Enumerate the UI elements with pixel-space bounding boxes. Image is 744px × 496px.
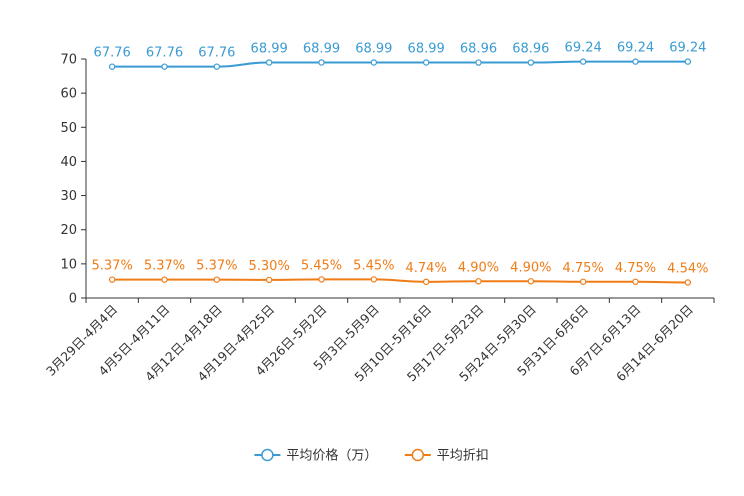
data-label: 68.99 — [303, 41, 340, 56]
data-label: 5.37% — [144, 259, 185, 274]
legend-circle-icon — [411, 448, 425, 462]
legend[interactable]: 平均价格（万） 平均折扣 — [254, 448, 489, 464]
legend-label: 平均价格（万） — [286, 448, 377, 464]
y-tick-label: 30 — [60, 189, 77, 204]
data-point[interactable] — [527, 59, 535, 66]
data-label: 5.37% — [92, 259, 133, 274]
data-label: 5.30% — [249, 259, 290, 274]
data-label: 69.24 — [669, 41, 706, 56]
series-line — [112, 278, 688, 284]
data-point[interactable] — [265, 276, 273, 284]
data-point[interactable] — [475, 59, 482, 66]
legend-label: 平均折扣 — [437, 449, 489, 464]
legend-item-avg-price[interactable]: 平均价格（万） — [254, 448, 377, 464]
data-label: 67.76 — [146, 46, 183, 61]
data-label: 69.24 — [565, 41, 602, 56]
series-layer: 67.76 67.76 67.76 68.99 68.99 68.99 68.99 68.96… — [92, 41, 708, 286]
legend-circle-icon — [261, 448, 274, 462]
data-point[interactable] — [213, 276, 221, 283]
data-label: 67.76 — [198, 46, 235, 61]
y-tick-label: 70 — [60, 53, 77, 68]
series-avg-discount: 5.37% 5.37% 5.37% 5.30% 5.45% 5.45% 4.74% 4.90%… — [92, 258, 708, 286]
data-label: 69.24 — [617, 41, 654, 56]
data-point[interactable] — [422, 278, 430, 286]
data-label: 5.37% — [196, 259, 237, 274]
data-point[interactable] — [370, 276, 378, 283]
data-label: 5.45% — [301, 258, 342, 273]
data-point[interactable] — [684, 58, 692, 65]
data-label: 68.99 — [251, 41, 288, 56]
data-point[interactable] — [475, 278, 482, 285]
data-point[interactable] — [265, 59, 273, 66]
data-point[interactable] — [579, 278, 587, 285]
data-point[interactable] — [108, 276, 116, 283]
data-point[interactable] — [108, 63, 116, 70]
data-label: 68.99 — [355, 41, 392, 56]
data-point[interactable] — [527, 278, 535, 285]
data-point[interactable] — [318, 276, 325, 283]
y-tick-label: 50 — [60, 121, 77, 136]
data-point[interactable] — [370, 59, 378, 66]
data-point[interactable] — [318, 59, 325, 66]
data-label: 68.96 — [512, 42, 549, 57]
data-point[interactable] — [632, 278, 639, 285]
data-label: 4.90% — [510, 260, 551, 275]
axes: 0102030405060703月29日-4月4日4月5日-4月11日4月12日… — [43, 53, 715, 384]
y-tick-label: 20 — [60, 223, 77, 238]
data-label: 4.75% — [615, 261, 656, 276]
data-point[interactable] — [632, 58, 639, 65]
data-label: 4.74% — [406, 261, 447, 276]
y-tick-label: 0 — [69, 292, 77, 307]
y-tick-label: 40 — [60, 155, 77, 170]
data-label: 68.96 — [460, 42, 497, 57]
data-label: 67.76 — [94, 46, 131, 61]
data-point[interactable] — [213, 63, 221, 70]
data-point[interactable] — [579, 58, 587, 65]
data-label: 4.75% — [563, 261, 604, 276]
series-line — [112, 60, 688, 68]
data-point[interactable] — [161, 276, 168, 283]
data-point[interactable] — [161, 63, 168, 70]
data-label: 5.45% — [353, 258, 394, 273]
data-point[interactable] — [422, 59, 430, 66]
y-tick-label: 60 — [60, 87, 77, 102]
data-label: 4.90% — [458, 260, 499, 275]
data-point[interactable] — [684, 279, 692, 286]
y-tick-label: 10 — [60, 257, 77, 272]
data-label: 68.99 — [408, 41, 445, 56]
data-label: 4.54% — [667, 261, 708, 276]
legend-item-avg-discount[interactable]: 平均折扣 — [404, 448, 489, 464]
series-avg-price: 67.76 67.76 67.76 68.99 68.99 68.99 68.99 68.96… — [94, 41, 706, 70]
